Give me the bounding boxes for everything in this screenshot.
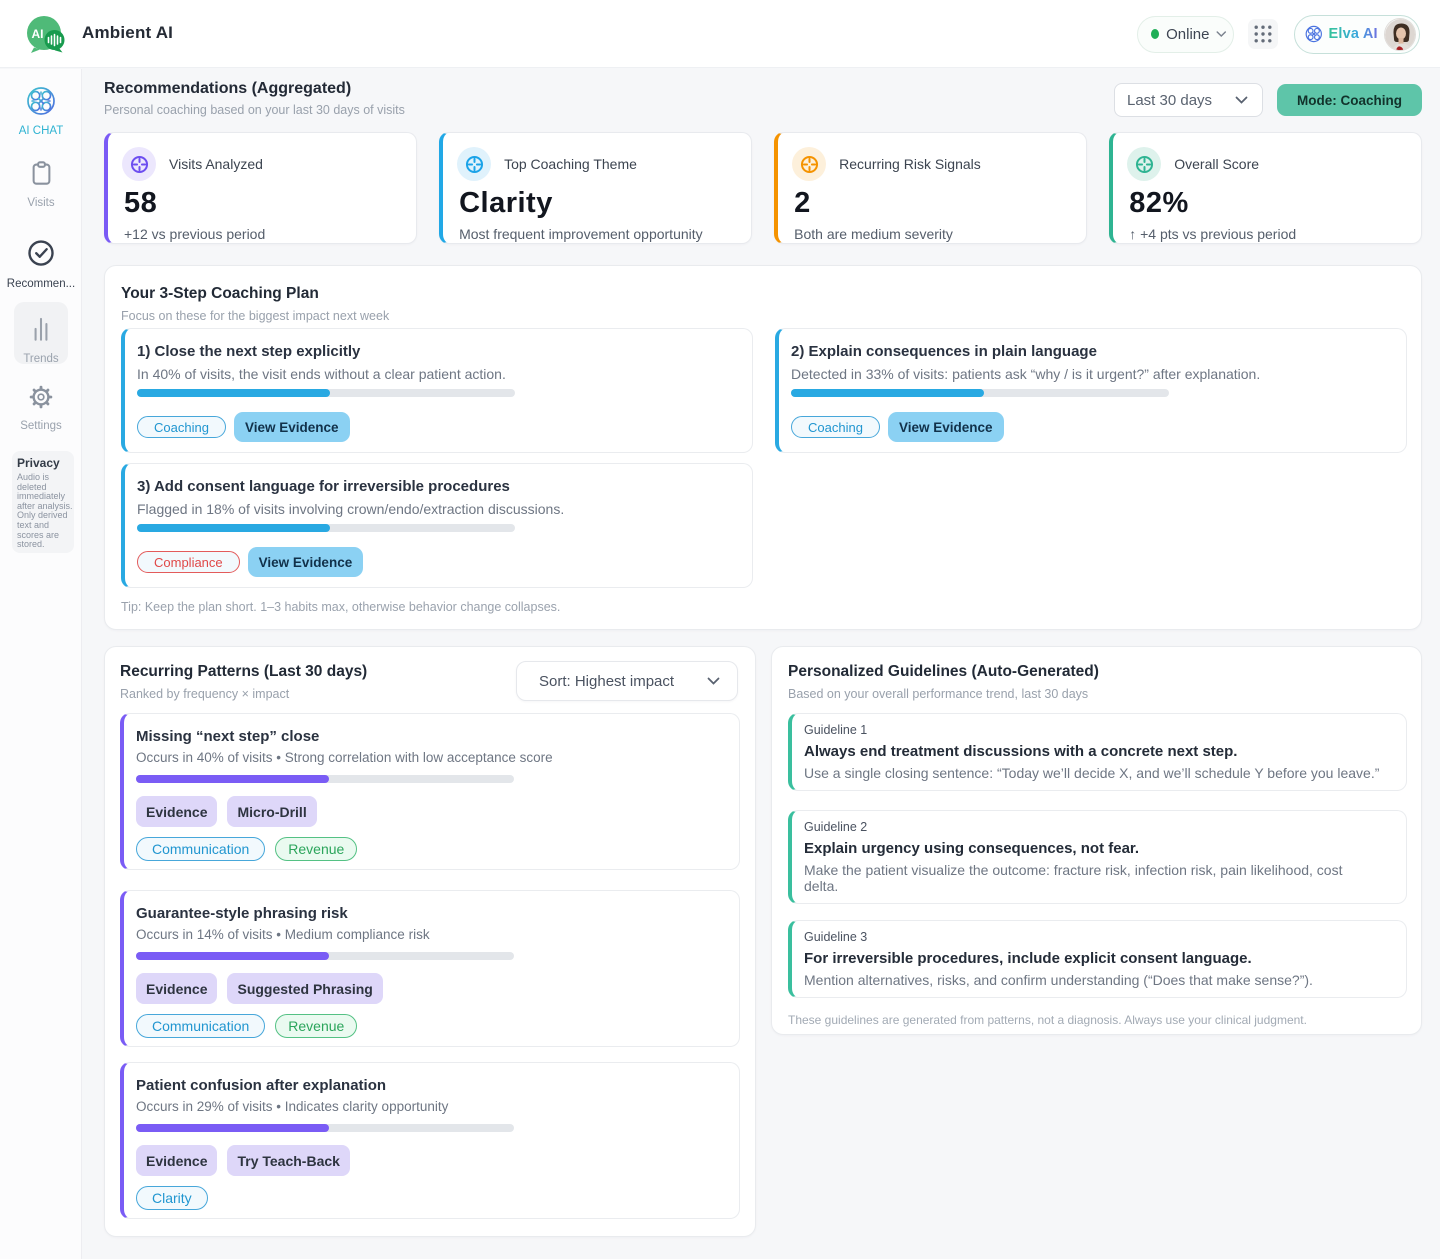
svg-text:AI: AI [32,27,44,41]
